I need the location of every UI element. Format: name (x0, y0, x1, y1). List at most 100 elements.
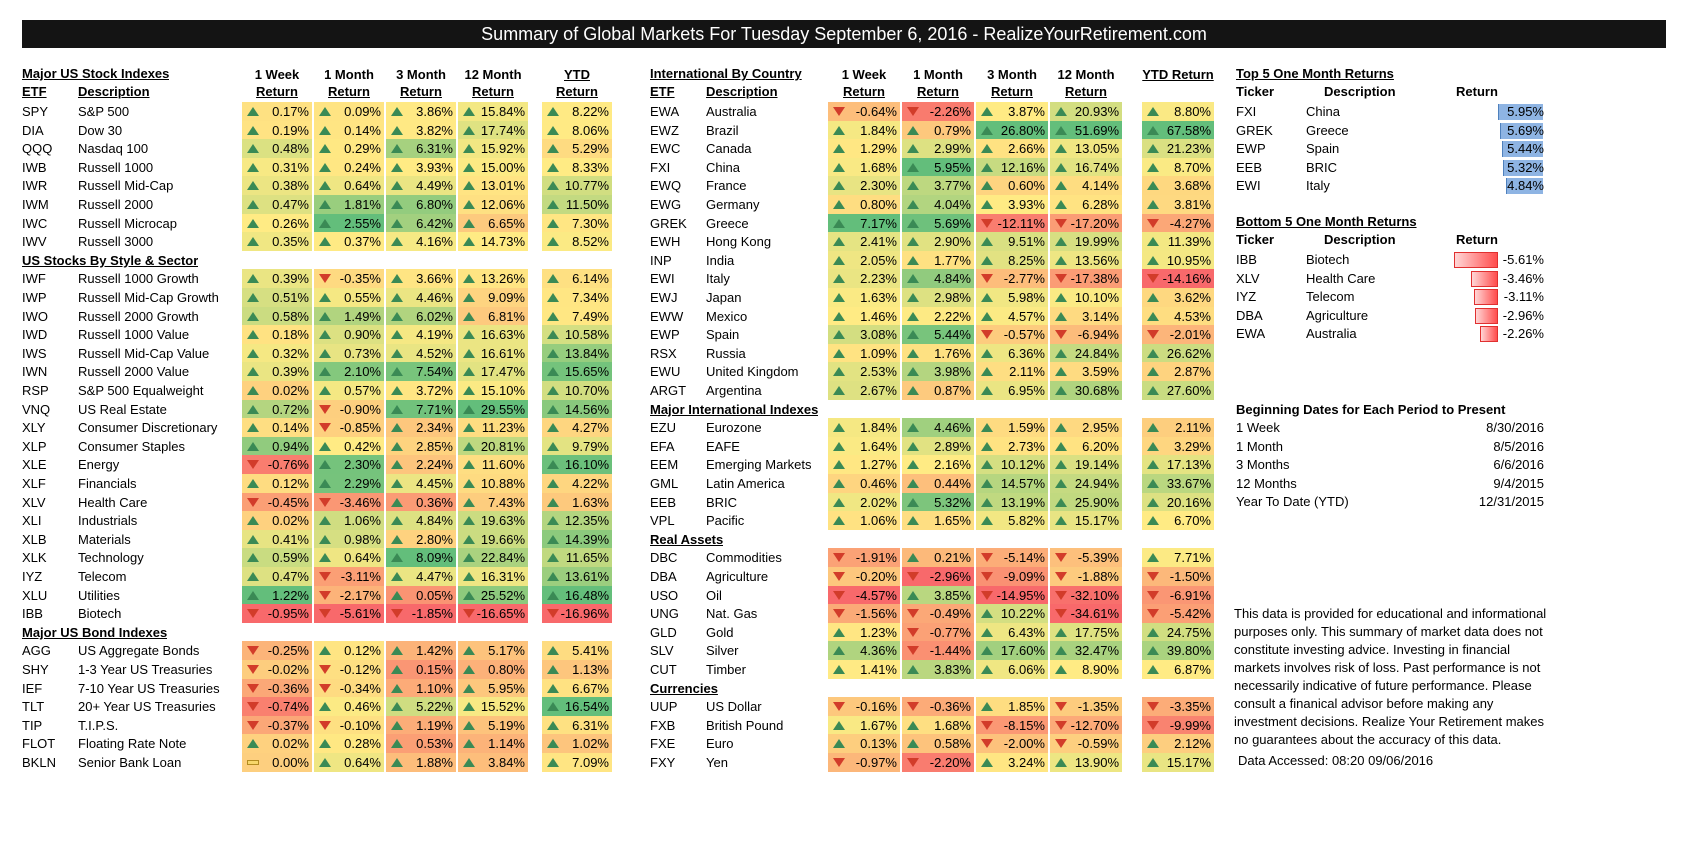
arrow-up-icon (547, 367, 559, 377)
return-value: 1.41% (860, 662, 897, 677)
arrow-up-icon (833, 739, 845, 749)
arrow-down-icon (981, 553, 993, 563)
arrow-up-icon (391, 367, 403, 377)
return-value: 0.47% (272, 569, 309, 584)
return-cell: 4.52% (386, 343, 456, 363)
arrow-up-icon (547, 572, 559, 581)
ticker-cell: IWF (22, 271, 46, 287)
return-value: 13.84% (564, 345, 609, 361)
arrow-up-icon (547, 646, 559, 656)
ticker-cell: EWI (650, 271, 675, 287)
return-cell: 4.27% (542, 418, 612, 437)
return-cell: 0.55% (314, 288, 384, 307)
arrow-down-icon (319, 683, 331, 693)
return-value: 0.73% (344, 345, 381, 361)
return-value: 17.74% (480, 122, 525, 138)
return-cell: 17.74% (458, 120, 528, 140)
arrow-up-icon (1055, 460, 1067, 470)
return-cell: -1.50% (1142, 567, 1214, 586)
description-cell: Canada (706, 141, 752, 157)
return-value: 3.82% (416, 122, 453, 138)
period-header-line1: 12 Month (464, 67, 522, 82)
table-row: IWV Russell 3000 0.35% 0.37% 4.16% 14.73% 8.52… (22, 232, 634, 251)
return-value: -5.14% (1003, 550, 1045, 566)
period-column-header: 12 Month Return (1050, 66, 1122, 100)
arrow-up-icon (547, 683, 559, 693)
arrow-up-icon (319, 218, 331, 228)
return-value: 4.84% (1507, 178, 1544, 194)
arrow-up-icon (1147, 125, 1159, 135)
return-cell: 6.20% (1050, 436, 1122, 456)
arrow-up-icon (391, 404, 403, 414)
return-value: 2.10% (344, 364, 381, 380)
return-value: 5.22% (416, 699, 453, 715)
return-cell: 4.22% (542, 474, 612, 493)
return-value: 2.29% (344, 476, 381, 491)
return-value: -16.96% (560, 606, 609, 622)
return-value: 1.42% (416, 643, 453, 659)
arrow-down-icon (247, 497, 259, 507)
ticker-cell: TLT (22, 699, 45, 715)
arrow-down-icon (907, 609, 919, 619)
return-cell: 11.23% (458, 418, 528, 437)
arrow-up-icon (391, 534, 403, 544)
return-value: -14.95% (996, 587, 1045, 603)
return-value: -0.20% (855, 569, 897, 584)
return-value: 4.47% (416, 569, 453, 584)
return-value: 0.64% (344, 755, 381, 770)
return-value: 1.09% (860, 345, 897, 361)
arrow-down-icon (1055, 572, 1067, 581)
return-cell: 0.41% (242, 529, 312, 549)
return-value: 1.63% (860, 290, 897, 305)
arrow-up-icon (391, 553, 403, 563)
return-value: 4.84% (934, 271, 971, 287)
arrow-up-icon (981, 162, 993, 172)
return-value: 13.26% (480, 271, 525, 287)
return-cell: 26.62% (1142, 343, 1214, 363)
return-cell: 1.88% (386, 753, 456, 772)
return-value: 1.85% (1008, 699, 1045, 715)
return-value: 1.76% (934, 345, 971, 361)
arrow-up-icon (1055, 311, 1067, 321)
arrow-down-icon (319, 590, 331, 600)
return-value: 17.13% (1166, 457, 1211, 473)
ranked-row: EWP Spain 5.44% (1236, 139, 1548, 159)
arrow-up-icon (463, 572, 475, 581)
arrow-down-icon (319, 497, 331, 507)
return-cell: -3.46% (314, 492, 384, 512)
return-cell: 39.80% (1142, 641, 1214, 660)
disclaimer-text: This data is provided for educational an… (1234, 605, 1548, 749)
return-value: 5.44% (934, 327, 971, 343)
description-cell: 20+ Year US Treasuries (78, 699, 216, 715)
return-value: 0.18% (272, 327, 309, 343)
arrow-up-icon (1055, 348, 1067, 358)
page-title: Summary of Global Markets For Tuesday Se… (22, 20, 1666, 48)
arrow-up-icon (463, 497, 475, 507)
return-cell: 0.28% (314, 734, 384, 753)
return-cell: 10.70% (542, 381, 612, 400)
table-row: EZU Eurozone 1.84% 4.46% 1.59% 2.95% 2.11% (650, 418, 1220, 437)
arrow-up-icon (463, 162, 475, 172)
return-cell: -2.17% (314, 585, 384, 605)
arrow-up-icon (247, 162, 259, 172)
return-value: -6.91% (1169, 587, 1211, 603)
disclaimer-line: purposes only. This summary of market da… (1234, 624, 1543, 639)
arrow-up-icon (547, 162, 559, 172)
description-cell: Health Care (78, 494, 148, 510)
arrow-up-icon (833, 627, 845, 637)
arrow-up-icon (547, 702, 559, 712)
arrow-up-icon (1055, 423, 1067, 433)
arrow-up-icon (981, 516, 993, 526)
arrow-up-icon (833, 218, 845, 228)
description-cell: T.I.P.S. (78, 717, 119, 733)
ticker-cell: DIA (22, 122, 44, 138)
table-row: IEF 7-10 Year US Treasuries -0.36% -0.34% 1.… (22, 678, 634, 698)
return-value: 5.98% (1008, 290, 1045, 305)
arrow-up-icon (547, 739, 559, 749)
period-header-line2: Return (843, 84, 885, 99)
etf-column-header: ETF (650, 84, 675, 99)
return-value: 2.53% (860, 364, 897, 380)
negative-return-bar (1475, 307, 1498, 324)
arrow-up-icon (547, 293, 559, 302)
arrow-up-icon (833, 144, 845, 154)
